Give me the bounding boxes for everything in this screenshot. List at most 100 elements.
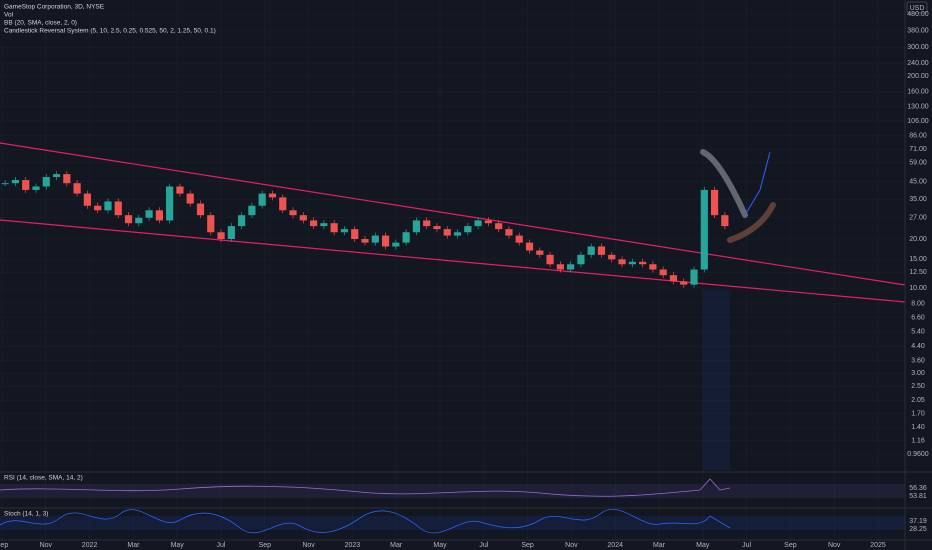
candle — [73, 183, 81, 194]
time-tick-label: Jul — [479, 542, 488, 549]
price-tick-label: 45.00 — [909, 178, 927, 185]
candle — [587, 246, 595, 255]
price-tick-label: 1.16 — [911, 437, 925, 444]
candle — [597, 246, 606, 255]
grid — [0, 0, 905, 540]
candle — [42, 177, 50, 187]
candle — [340, 229, 349, 233]
candle — [299, 215, 307, 221]
candle — [659, 269, 667, 276]
rsi-line — [0, 478, 731, 497]
price-tick-label: 240.00 — [907, 60, 929, 67]
candle — [94, 205, 102, 211]
price-tick-label: 480.00 — [907, 11, 929, 18]
price-tick-label: 59.00 — [909, 159, 927, 166]
candle — [700, 189, 708, 270]
rsi-value: 56.36 — [909, 485, 927, 492]
time-tick-label: 2023 — [345, 542, 361, 549]
candle — [145, 210, 153, 218]
candle — [196, 203, 205, 216]
time-tick-label: May — [696, 542, 710, 549]
price-tick-label: 12.50 — [909, 269, 927, 276]
price-tick-label: 35.00 — [909, 196, 927, 203]
time-tick-label: 2024 — [607, 542, 623, 549]
candle — [289, 210, 297, 216]
time-tick-label: Sep — [784, 542, 797, 549]
reversal-label: Candlestick Reversal System (5, 10, 2.5,… — [4, 28, 216, 35]
rsi-value: 53.81 — [909, 493, 927, 500]
candle — [453, 232, 462, 236]
price-tick-label: 86.00 — [909, 133, 927, 140]
symbol-title: GameStop Corporation, 3D, NYSE — [4, 4, 105, 11]
candle — [279, 197, 287, 211]
candle — [464, 226, 472, 233]
candle — [330, 223, 338, 233]
time-tick-label: 2025 — [870, 542, 886, 549]
price-tick-label: 15.00 — [909, 256, 927, 263]
stoch-k — [0, 508, 731, 534]
candle — [124, 215, 133, 224]
price-tick-label: 8.00 — [911, 301, 925, 308]
candle — [577, 254, 585, 265]
currency-button[interactable] — [906, 1, 928, 14]
candle — [155, 210, 163, 221]
time-tick-label: Nov — [40, 542, 53, 549]
price-tick-label: 106.00 — [907, 118, 929, 125]
candle — [546, 254, 554, 265]
candle — [618, 259, 626, 265]
candle — [495, 223, 503, 230]
price-tick-label: 4.40 — [911, 343, 925, 350]
bb-label: BB (20, SMA, close, 2, 0) — [4, 20, 77, 27]
candle — [433, 226, 441, 230]
time-tick-label: Jul — [742, 542, 751, 549]
time-tick-label: Jul — [217, 542, 226, 549]
price-tick-label: 5.40 — [911, 329, 925, 336]
price-tick-label: 3.60 — [911, 357, 925, 364]
stoch-value: 37.19 — [909, 518, 927, 525]
time-tick-label: Nov — [302, 542, 315, 549]
drawing-brush — [727, 202, 776, 243]
candle — [83, 193, 91, 206]
candle — [351, 229, 359, 240]
candle — [525, 242, 534, 251]
currency[interactable]: USD — [910, 5, 925, 12]
rsi-label: RSI (14, close, SMA, 14, 2) — [4, 475, 83, 482]
trend-line-lower — [0, 219, 906, 303]
price-tick-label: 0.9600 — [907, 451, 929, 458]
time-tick-label: Mar — [127, 542, 140, 549]
candle — [608, 254, 616, 260]
price-tick-label: 27.00 — [909, 215, 927, 222]
candle — [186, 193, 194, 204]
candle — [63, 174, 71, 184]
candle — [567, 264, 575, 270]
trend-line-upper — [0, 142, 906, 286]
candle — [52, 174, 61, 178]
candle — [217, 232, 225, 240]
price-tick-label: 1.70 — [911, 410, 925, 417]
candle — [710, 189, 719, 216]
price-tick-label: 2.50 — [911, 383, 925, 390]
candle — [238, 215, 246, 227]
stoch-band — [0, 516, 905, 530]
candle — [628, 261, 636, 265]
candle — [258, 193, 266, 206]
price-tick-label: 6.60 — [911, 314, 925, 321]
stoch-label: Stoch (14, 1, 3) — [4, 511, 48, 518]
candle — [22, 180, 30, 190]
candle — [104, 201, 112, 211]
axes: 480.00 380.00 300.00 240.00 200.00 160.00 130.… — [0, 11, 929, 549]
candle — [371, 235, 379, 243]
price-tick-label: 71.00 — [909, 146, 927, 153]
candle — [309, 220, 318, 227]
candle — [114, 201, 122, 216]
candle — [556, 264, 564, 270]
candle — [248, 205, 256, 216]
highlight-zone — [703, 290, 730, 470]
candle — [1, 183, 9, 185]
candle — [381, 235, 390, 247]
time-tick-label: Nov — [565, 542, 578, 549]
price-tick-label: 300.00 — [907, 44, 929, 51]
candle — [402, 232, 410, 243]
